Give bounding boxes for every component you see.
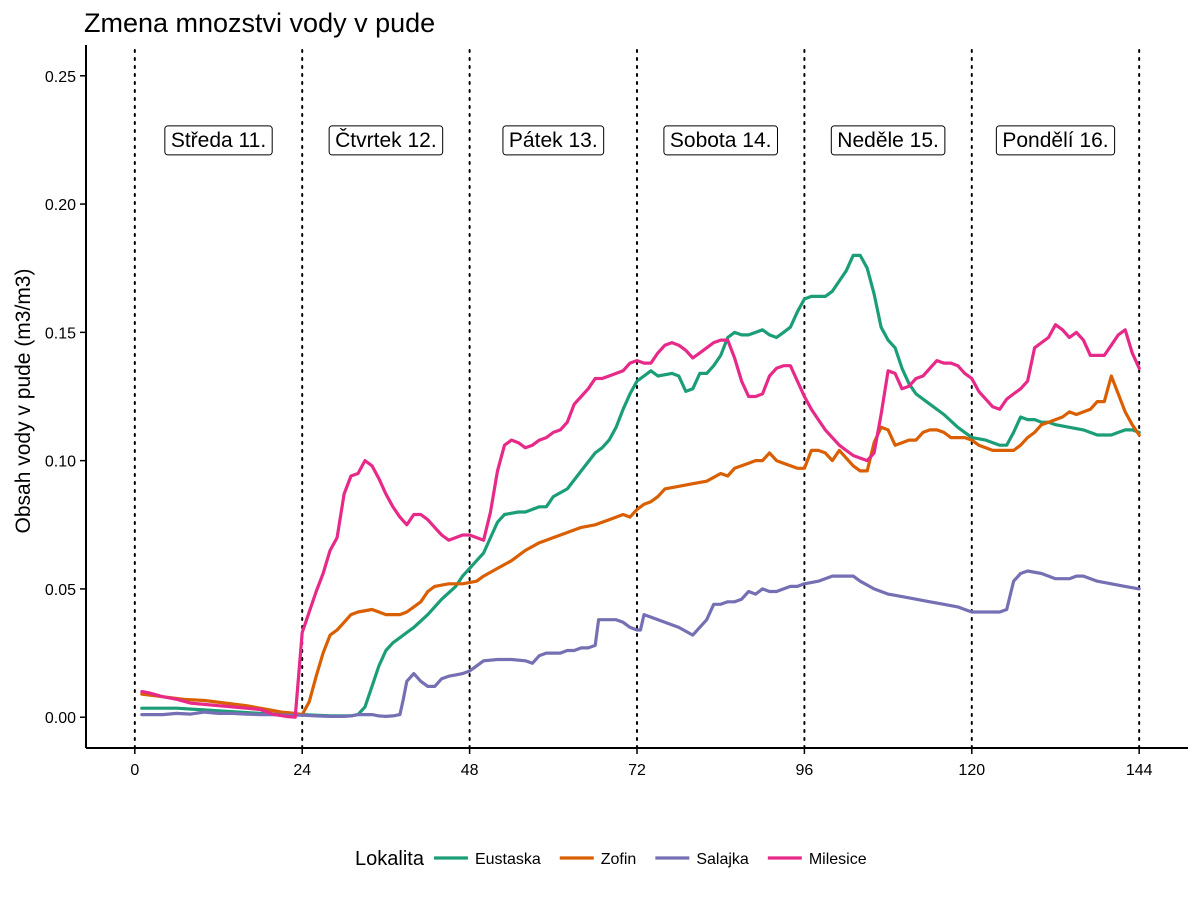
day-label: Čtvrtek 12. [328,125,444,156]
legend-label: Zofin [601,851,637,868]
y-tick-label: 0.05 [45,582,76,599]
day-label-box [663,125,778,156]
day-separator-lines [133,49,1141,749]
day-label-text: Čtvrtek 12. [335,129,437,152]
legend-item-zofin: Zofin [559,851,637,868]
series-line-milesice [140,323,1141,719]
legend-item-eustaska: Eustaska [433,851,541,868]
day-label-text: Sobota 14. [670,129,772,152]
day-label-text: Pondělí 16. [1002,129,1108,152]
series-line-salajka [140,569,1141,718]
day-labels: Středa 11. Čtvrtek 12. Pátek 13. Sobota 14.… [164,125,1116,156]
legend-title: Lokalita [355,848,425,870]
day-label-text: Neděle 15. [837,129,939,152]
x-tick-label: 144 [1126,762,1153,779]
y-axis-label: Obsah vody v pude (m3/m3) [12,269,35,534]
day-label: Sobota 14. [663,125,778,156]
y-tick-label: 0.00 [45,710,76,727]
legend-item-salajka: Salajka [655,851,749,868]
day-label: Středa 11. [164,125,273,156]
legend-item-milesice: Milesice [767,851,867,868]
series-lines [140,253,1141,719]
x-tick-label: 72 [628,762,646,779]
day-label: Pátek 13. [502,125,605,156]
day-label-box [995,125,1116,156]
day-label: Pondělí 16. [995,125,1116,156]
day-label-box [502,125,605,156]
y-tick-label: 0.20 [45,197,76,214]
y-tick-label: 0.25 [45,69,76,86]
legend-label: Salajka [696,851,749,868]
legend-label: Milesice [809,851,867,868]
day-label: Neděle 15. [830,125,946,156]
legend-label: Eustaska [475,851,541,868]
day-label-text: Středa 11. [171,129,266,152]
x-tick-label: 24 [293,762,311,779]
day-label-box [830,125,946,156]
y-tick-label: 0.15 [45,325,76,342]
y-tick-label: 0.10 [45,454,76,471]
series-line-zofin [140,374,1141,717]
legend: Lokalita Eustaska Zofin Salajka Milesice [355,848,867,870]
day-label-box [328,125,444,156]
chart-title: Zmena mnozstvi vody v pude [84,8,435,38]
x-tick-label: 0 [130,762,139,779]
x-tick-label: 96 [795,762,813,779]
axes: 0.00 0.05 0.10 0.15 0.20 0.25 0 24 48 72 96 120 144 [45,45,1188,779]
x-tick-label: 120 [958,762,985,779]
day-label-text: Pátek 13. [509,129,598,152]
x-tick-label: 48 [461,762,479,779]
series-line-eustaska [140,253,1141,718]
day-label-box [164,125,273,156]
